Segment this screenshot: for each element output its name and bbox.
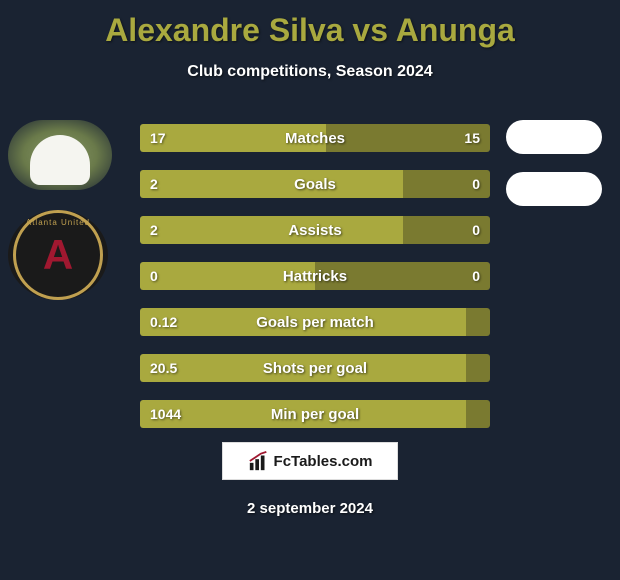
stat-row: 1715Matches — [140, 124, 490, 152]
club-logo-initial: A — [43, 231, 73, 279]
stat-right-value — [466, 354, 491, 382]
stat-right-value: 0 — [315, 262, 490, 290]
stat-left-value: 2 — [140, 170, 403, 198]
stat-right-value — [466, 308, 491, 336]
stat-row: 20.5Shots per goal — [140, 354, 490, 382]
stat-row: 20Goals — [140, 170, 490, 198]
stat-left-value: 0 — [140, 262, 315, 290]
stat-right-value: 15 — [326, 124, 490, 152]
stat-left-value: 17 — [140, 124, 326, 152]
stat-row: 1044Min per goal — [140, 400, 490, 428]
stat-row: 20Assists — [140, 216, 490, 244]
page-subtitle: Club competitions, Season 2024 — [0, 63, 620, 81]
fctables-icon — [248, 450, 270, 472]
player-right-avatar — [506, 120, 602, 154]
brand-badge: FcTables.com — [222, 442, 398, 480]
stat-left-value: 2 — [140, 216, 403, 244]
stat-right-value — [466, 400, 491, 428]
comparison-bars: 1715Matches 20Goals 20Assists 00Hattricks 0.… — [140, 124, 490, 446]
club-logo-text: Atlanta United — [26, 218, 90, 227]
page-title: Alexandre Silva vs Anunga — [0, 0, 620, 49]
stat-right-value: 0 — [403, 216, 491, 244]
player-left-club-logo: Atlanta United A — [8, 210, 108, 300]
stat-row: 00Hattricks — [140, 262, 490, 290]
stat-right-value: 0 — [403, 170, 491, 198]
stat-left-value: 1044 — [140, 400, 466, 428]
player-right-club-logo — [506, 172, 602, 206]
left-avatars: Atlanta United A — [8, 120, 112, 300]
brand-text: FcTables.com — [274, 453, 373, 470]
player-left-avatar — [8, 120, 112, 190]
right-avatars — [506, 120, 602, 224]
stat-left-value: 20.5 — [140, 354, 466, 382]
stat-left-value: 0.12 — [140, 308, 466, 336]
footer-date: 2 september 2024 — [0, 500, 620, 517]
stat-row: 0.12Goals per match — [140, 308, 490, 336]
